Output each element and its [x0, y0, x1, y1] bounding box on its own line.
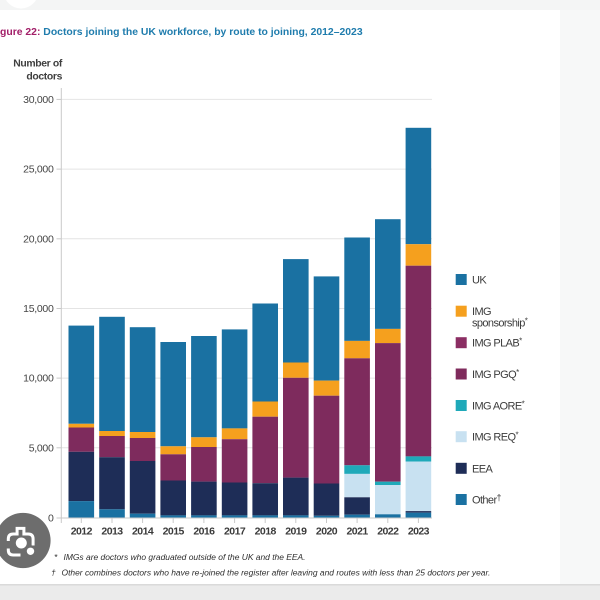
svg-text:15,000: 15,000 [23, 303, 54, 315]
svg-text:0: 0 [48, 513, 54, 525]
svg-text:Other†: Other† [472, 493, 502, 507]
svg-text:2022: 2022 [377, 526, 399, 538]
svg-text:20,000: 20,000 [23, 233, 54, 245]
svg-text:2021: 2021 [347, 526, 369, 538]
svg-text:2020: 2020 [316, 526, 338, 538]
svg-text:10,000: 10,000 [23, 373, 54, 385]
svg-text:2023: 2023 [408, 526, 430, 538]
svg-text:†Other combines doctors who ha: † Other combines doctors who have re-join… [51, 568, 490, 578]
svg-text:Number of: Number of [13, 59, 63, 70]
svg-text:gure 22: Doctors joining the U: gure 22: Doctors joining the UK workforc… [0, 27, 363, 38]
svg-text:2013: 2013 [101, 526, 123, 538]
svg-text:2016: 2016 [193, 526, 215, 538]
svg-text:IMG AORE*: IMG AORE* [472, 400, 525, 413]
svg-text:5,000: 5,000 [29, 442, 54, 454]
svg-text:IMG PGQ*: IMG PGQ* [472, 368, 519, 381]
svg-text:2014: 2014 [132, 526, 154, 538]
svg-text:IMG REQ*: IMG REQ* [472, 431, 518, 444]
svg-text:2015: 2015 [163, 526, 185, 538]
svg-text:2019: 2019 [285, 526, 307, 538]
svg-text:*IMGs are doctors who graduate: * IMGs are doctors who graduated outside … [54, 552, 306, 562]
svg-text:2012: 2012 [71, 526, 93, 538]
svg-text:sponsorship*: sponsorship* [472, 317, 528, 330]
svg-text:EEA: EEA [472, 463, 493, 475]
svg-text:UK: UK [472, 275, 487, 287]
svg-text:25,000: 25,000 [23, 164, 54, 176]
svg-text:IMG: IMG [472, 306, 491, 318]
svg-text:doctors: doctors [26, 72, 62, 83]
svg-text:30,000: 30,000 [23, 94, 54, 106]
svg-text:2018: 2018 [255, 526, 277, 538]
svg-text:2017: 2017 [224, 526, 246, 538]
svg-text:IMG PLAB*: IMG PLAB* [472, 337, 522, 350]
